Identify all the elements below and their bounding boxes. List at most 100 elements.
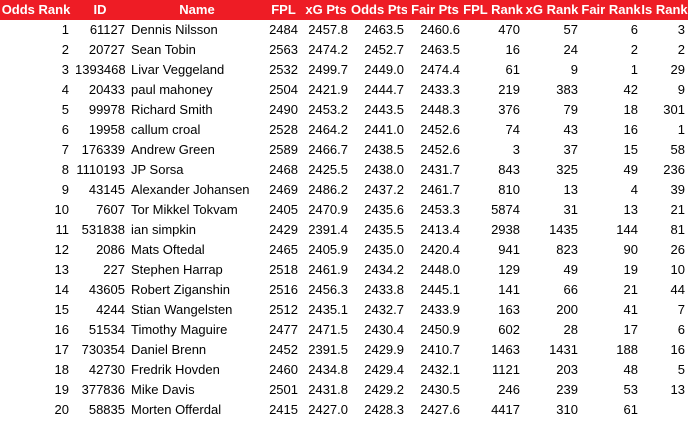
number-cell: 2405 [269, 202, 298, 217]
number-cell: 17 [623, 322, 638, 337]
number-cell: 219 [498, 82, 520, 97]
name-cell: Fredrik Hovden [131, 362, 220, 377]
number-cell: 2 [677, 42, 685, 57]
number-cell: 2430.4 [364, 322, 404, 337]
number-cell: 176339 [81, 142, 125, 157]
number-cell: 2425.5 [308, 162, 348, 177]
number-cell: 2421.9 [308, 82, 348, 97]
number-cell: 16 [505, 42, 520, 57]
number-cell: 49 [563, 262, 578, 277]
number-cell: 24 [563, 42, 578, 57]
header-cell: Fair Pts [407, 0, 463, 20]
number-cell: 2512 [269, 302, 298, 317]
number-cell: 2452.7 [364, 42, 404, 57]
name-cell: Stephen Harrap [131, 262, 223, 277]
name-cell: Sean Tobin [131, 42, 196, 57]
name-cell: Daniel Brenn [131, 342, 207, 357]
header-cell: FPL Rank [463, 0, 523, 20]
number-cell: 2413.4 [420, 222, 460, 237]
number-cell: 61 [623, 402, 638, 417]
number-cell: 377836 [81, 382, 125, 397]
number-cell: 1 [61, 22, 69, 37]
header-cell: Odds Rank [0, 0, 72, 20]
number-cell: 144 [616, 222, 638, 237]
number-cell: 2086 [96, 242, 125, 257]
number-cell: 1435 [549, 222, 578, 237]
number-cell: 20433 [88, 82, 125, 97]
number-cell: 12 [54, 242, 69, 257]
name-cell: Richard Smith [131, 102, 213, 117]
number-cell: 602 [498, 322, 520, 337]
number-cell: 61127 [89, 22, 125, 37]
number-cell: 13 [54, 262, 69, 277]
number-cell: 163 [498, 302, 520, 317]
number-cell: 2461.7 [420, 182, 460, 197]
number-cell: 2438.0 [364, 162, 404, 177]
number-cell: 10 [670, 262, 685, 277]
number-cell: 188 [616, 342, 638, 357]
number-cell: 1431 [549, 342, 578, 357]
number-cell: 2432.7 [364, 302, 404, 317]
number-cell: 129 [498, 262, 520, 277]
number-cell: 823 [556, 242, 578, 257]
number-cell: 2433.9 [420, 302, 460, 317]
name-cell: Andrew Green [131, 142, 215, 157]
number-cell: 2477 [269, 322, 298, 337]
number-cell: 1110193 [76, 162, 125, 177]
number-cell: 2427.0 [308, 402, 348, 417]
number-cell: 2391.5 [308, 342, 348, 357]
number-cell: 18 [54, 362, 69, 377]
number-cell: 1463 [491, 342, 520, 357]
header-cell: ID [72, 0, 128, 20]
name-cell: Robert Ziganshin [131, 282, 230, 297]
number-cell: 2430.5 [420, 382, 460, 397]
number-cell: 2435.1 [308, 302, 348, 317]
number-cell: 2431.8 [308, 382, 348, 397]
number-cell: 66 [563, 282, 578, 297]
number-cell: 42730 [88, 362, 125, 377]
number-cell: 61 [505, 62, 520, 77]
number-cell: 2405.9 [308, 242, 348, 257]
number-cell: 20727 [88, 42, 125, 57]
number-cell: 2457.8 [308, 22, 348, 37]
number-cell: 2453.3 [420, 202, 460, 217]
number-cell: 2429.2 [364, 382, 404, 397]
number-cell: 2434.2 [364, 262, 404, 277]
number-cell: 383 [556, 82, 578, 97]
number-cell: 2431.7 [420, 162, 460, 177]
number-cell: 2464.2 [308, 122, 348, 137]
name-cell: ian simpkin [131, 222, 197, 237]
name-cell: Timothy Maguire [131, 322, 228, 337]
number-cell: 7 [61, 142, 69, 157]
number-cell: 21 [623, 282, 638, 297]
number-cell: 1 [677, 122, 685, 137]
number-cell: 301 [663, 102, 685, 117]
number-cell: 3 [677, 22, 685, 37]
number-cell: 14 [54, 282, 69, 297]
number-cell: 2427.6 [420, 402, 460, 417]
number-cell: 26 [670, 242, 685, 257]
number-cell: 2 [61, 42, 69, 57]
number-cell: 4244 [96, 302, 125, 317]
number-cell: 2443.5 [364, 102, 404, 117]
number-cell: 1393468 [75, 62, 126, 77]
number-cell: 2410.7 [420, 342, 460, 357]
number-cell: 2532 [269, 62, 298, 77]
number-cell: 16 [623, 122, 638, 137]
header-cell: FPL [266, 0, 301, 20]
number-cell: 4 [61, 82, 69, 97]
number-cell: 11 [55, 222, 70, 237]
number-cell: 2463.5 [364, 22, 404, 37]
number-cell: 81 [670, 222, 685, 237]
number-cell: 2518 [269, 262, 298, 277]
name-cell: Morten Offerdal [131, 402, 222, 417]
number-cell: 4 [630, 182, 638, 197]
number-cell: 2452.6 [420, 142, 460, 157]
number-cell: 2516 [269, 282, 298, 297]
number-cell: 53 [623, 382, 638, 397]
number-cell: 5 [61, 102, 69, 117]
number-cell: 2429.4 [364, 362, 404, 377]
number-cell: 29 [670, 62, 685, 77]
number-cell: 730354 [81, 342, 125, 357]
number-cell: 2938 [491, 222, 520, 237]
